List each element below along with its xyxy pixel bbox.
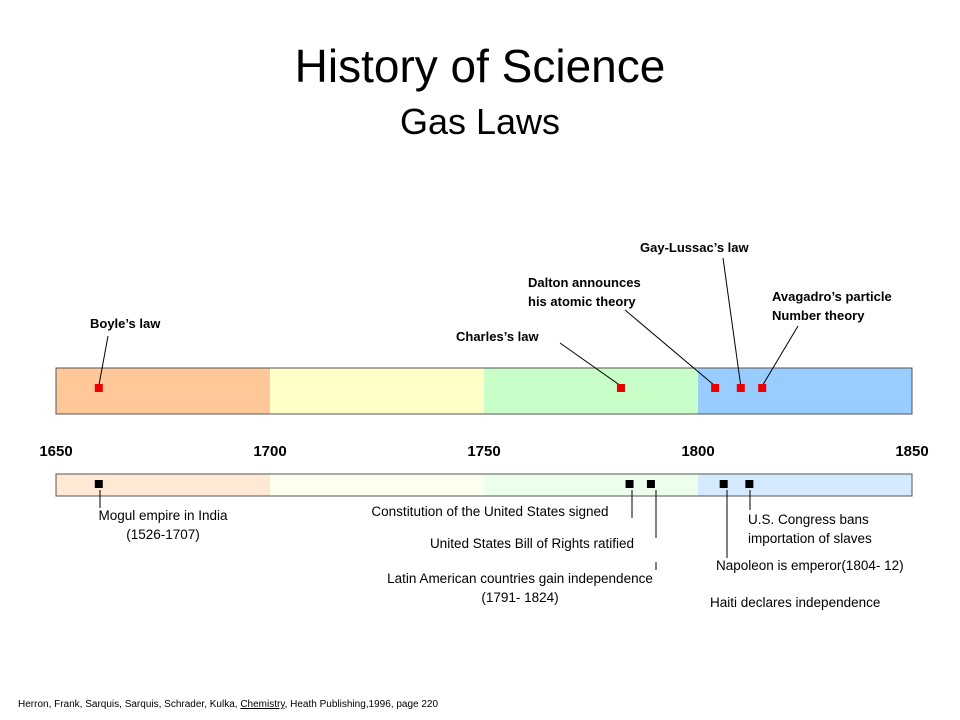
science-marker xyxy=(94,384,103,392)
history-label: Napoleon is emperor(1804- 12) xyxy=(716,558,904,573)
science-label: Dalton announces xyxy=(528,275,641,290)
history-label: Latin American countries gain independen… xyxy=(387,571,653,586)
history-label: Haiti declares independence xyxy=(710,595,880,610)
history-label: (1791- 1824) xyxy=(481,590,558,605)
footer: Herron, Frank, Sarquis, Sarquis, Schrade… xyxy=(18,699,438,710)
history-band xyxy=(56,474,270,496)
leader-line xyxy=(722,257,742,387)
history-band xyxy=(698,474,912,496)
science-label: Boyle’s law xyxy=(90,316,161,331)
science-marker xyxy=(711,384,720,392)
science-label: Number theory xyxy=(772,308,865,323)
history-marker xyxy=(94,480,103,488)
leader-line xyxy=(624,309,716,387)
science-bar-outline xyxy=(55,367,913,415)
year-label: 1800 xyxy=(681,443,714,460)
year-label: 1700 xyxy=(253,443,286,460)
history-marker xyxy=(646,480,655,488)
history-marker xyxy=(745,480,754,488)
history-label: U.S. Congress bans xyxy=(748,512,869,527)
science-band xyxy=(270,368,484,414)
science-marker xyxy=(616,384,625,392)
science-label: his atomic theory xyxy=(528,294,636,309)
science-marker xyxy=(758,384,767,392)
history-label: Mogul empire in India xyxy=(98,508,228,523)
history-label: importation of slaves xyxy=(748,531,872,546)
footer-text: Herron, Frank, Sarquis, Sarquis, Schrade… xyxy=(18,699,240,710)
leader-line xyxy=(98,335,109,387)
science-marker xyxy=(736,384,745,392)
history-label: (1526-1707) xyxy=(126,527,200,542)
year-label: 1850 xyxy=(895,443,928,460)
science-band xyxy=(484,368,698,414)
history-band xyxy=(484,474,698,496)
history-label: Constitution of the United States signed xyxy=(371,504,608,519)
history-band xyxy=(270,474,484,496)
science-band xyxy=(698,368,912,414)
science-band xyxy=(56,368,270,414)
history-marker xyxy=(719,480,728,488)
history-marker xyxy=(625,480,634,488)
science-label: Gay-Lussac’s law xyxy=(640,240,750,255)
leader-line xyxy=(559,342,622,387)
leader-line xyxy=(761,325,799,387)
history-label: United States Bill of Rights ratified xyxy=(430,536,634,551)
science-label: Avagadro’s particle xyxy=(772,289,892,304)
footer-text: , Heath Publishing,1996, page 220 xyxy=(285,699,439,710)
year-label: 1650 xyxy=(39,443,72,460)
year-label: 1750 xyxy=(467,443,500,460)
history-bar-outline xyxy=(55,473,913,497)
title: History of Science xyxy=(295,40,666,92)
subtitle: Gas Laws xyxy=(400,101,560,142)
science-label: Charles’s law xyxy=(456,329,540,344)
footer-book: Chemistry xyxy=(240,699,285,710)
